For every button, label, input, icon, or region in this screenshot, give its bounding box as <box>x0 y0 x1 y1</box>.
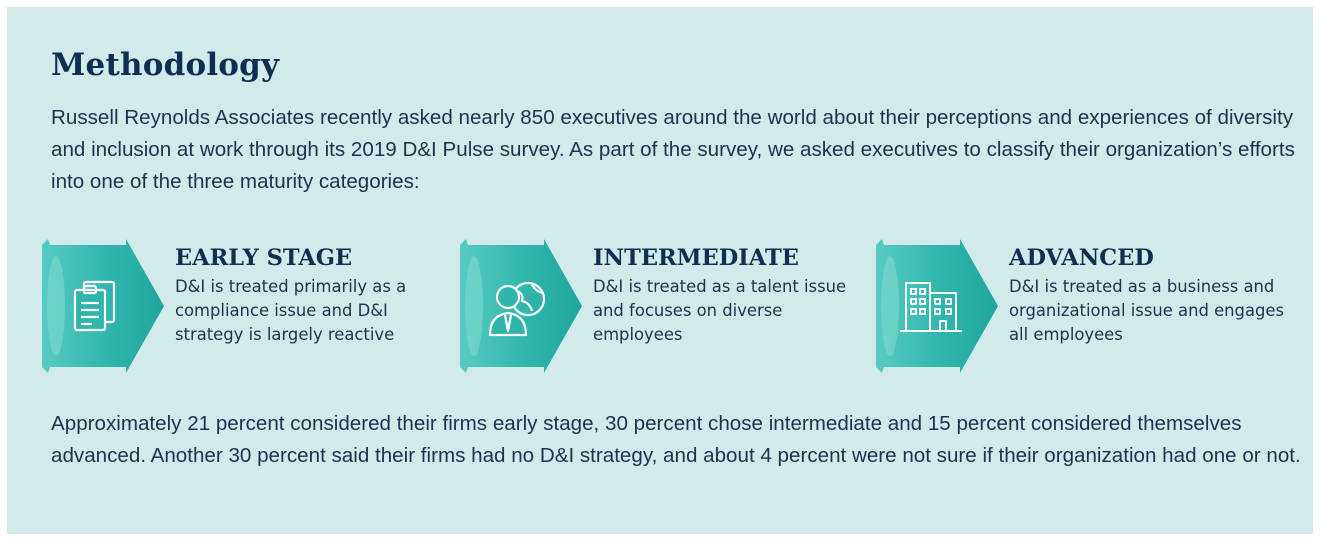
intro-paragraph: Russell Reynolds Associates recently ask… <box>51 106 1295 193</box>
clipboard-documents-icon <box>73 280 116 332</box>
office-buildings-icon <box>900 282 962 332</box>
intermediate-arrow <box>460 239 582 373</box>
stage-advanced: ADVANCED D&I is treated as a business an… <box>876 233 1296 379</box>
stage-early: EARLY STAGE D&I is treated primarily as … <box>42 233 462 379</box>
page-title: Methodology <box>51 47 280 83</box>
stage-title: INTERMEDIATE <box>593 245 799 271</box>
person-globe-icon <box>488 281 546 337</box>
stage-title: EARLY STAGE <box>175 245 353 271</box>
stage-intermediate: INTERMEDIATE D&I is treated as a talent … <box>460 233 880 379</box>
methodology-panel: Methodology Russell Reynolds Associates … <box>7 7 1313 534</box>
advanced-arrow <box>876 239 998 373</box>
stage-description: D&I is treated as a business and organiz… <box>1009 277 1285 344</box>
stage-description: D&I is treated primarily as a compliance… <box>175 277 407 344</box>
early-stage-arrow <box>42 239 164 373</box>
stage-description: D&I is treated as a talent issue and foc… <box>593 277 847 344</box>
stage-title: ADVANCED <box>1009 245 1154 271</box>
summary-paragraph: Approximately 21 percent considered thei… <box>51 412 1301 467</box>
